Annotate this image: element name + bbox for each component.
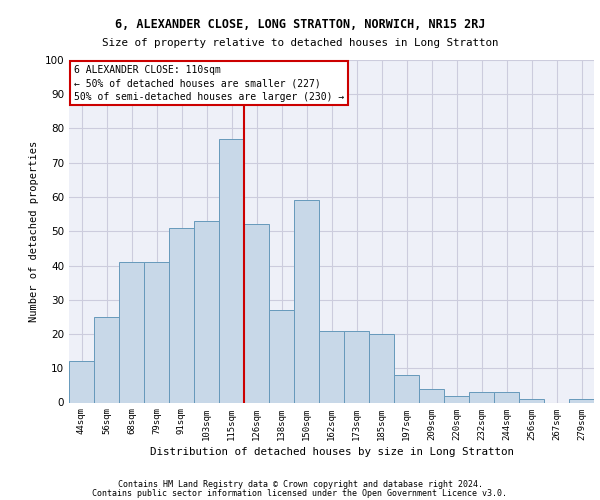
Bar: [269, 310, 294, 402]
Bar: [444, 396, 469, 402]
Bar: [469, 392, 494, 402]
Bar: [419, 389, 444, 402]
Text: Size of property relative to detached houses in Long Stratton: Size of property relative to detached ho…: [102, 38, 498, 48]
Bar: [494, 392, 519, 402]
Bar: [569, 399, 594, 402]
Bar: [144, 262, 169, 402]
Bar: [169, 228, 194, 402]
Bar: [194, 221, 219, 402]
Bar: [369, 334, 394, 402]
Bar: [219, 139, 244, 402]
Y-axis label: Number of detached properties: Number of detached properties: [29, 140, 39, 322]
Text: Contains HM Land Registry data © Crown copyright and database right 2024.: Contains HM Land Registry data © Crown c…: [118, 480, 482, 489]
Bar: [69, 362, 94, 403]
Bar: [394, 375, 419, 402]
Bar: [94, 317, 119, 402]
Bar: [119, 262, 144, 402]
Text: 6 ALEXANDER CLOSE: 110sqm
← 50% of detached houses are smaller (227)
50% of semi: 6 ALEXANDER CLOSE: 110sqm ← 50% of detac…: [74, 65, 344, 102]
Bar: [519, 399, 544, 402]
Text: Contains public sector information licensed under the Open Government Licence v3: Contains public sector information licen…: [92, 489, 508, 498]
Bar: [294, 200, 319, 402]
Bar: [319, 330, 344, 402]
X-axis label: Distribution of detached houses by size in Long Stratton: Distribution of detached houses by size …: [149, 446, 514, 456]
Text: 6, ALEXANDER CLOSE, LONG STRATTON, NORWICH, NR15 2RJ: 6, ALEXANDER CLOSE, LONG STRATTON, NORWI…: [115, 18, 485, 30]
Bar: [344, 330, 369, 402]
Bar: [244, 224, 269, 402]
